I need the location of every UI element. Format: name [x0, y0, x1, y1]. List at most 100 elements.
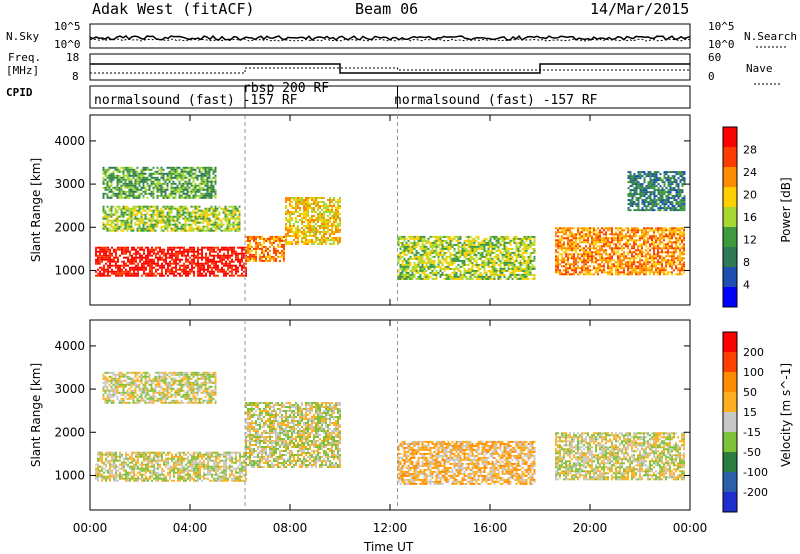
power-cell — [225, 262, 227, 265]
power-cell — [643, 255, 645, 258]
power-cell — [463, 275, 466, 278]
power-cell — [653, 271, 655, 274]
power-cell — [249, 253, 251, 256]
power-cell — [108, 184, 111, 187]
power-cell — [587, 237, 589, 240]
power-cell — [481, 241, 484, 244]
power-cell — [431, 277, 434, 280]
power-cell — [247, 255, 249, 258]
power-cell — [297, 235, 299, 237]
power-cell — [206, 190, 209, 193]
power-cell — [132, 168, 135, 171]
power-cell — [161, 248, 163, 251]
power-cell — [651, 257, 653, 260]
power-cell — [653, 231, 655, 234]
power-cell — [561, 227, 563, 230]
power-cell — [447, 243, 450, 246]
power-cell — [587, 259, 589, 262]
power-cell — [161, 258, 163, 261]
power-cell — [111, 254, 113, 257]
power-cell — [431, 255, 434, 258]
power-cell — [461, 251, 464, 254]
power-cell — [481, 243, 484, 246]
power-cell — [563, 247, 565, 250]
power-cell — [180, 176, 183, 179]
power-cell — [509, 253, 512, 256]
power-cell — [231, 260, 233, 263]
power-cell — [667, 249, 669, 252]
power-cell — [157, 262, 159, 265]
power-cell — [106, 213, 109, 216]
power-cell — [267, 237, 269, 240]
power-cell — [593, 227, 595, 230]
power-cell — [449, 243, 452, 246]
power-cell — [627, 235, 629, 238]
power-cell — [305, 237, 307, 239]
power-cell — [152, 227, 155, 230]
power-cell — [523, 267, 526, 270]
power-cell — [483, 245, 486, 248]
power-cell — [615, 233, 617, 236]
power-cell — [429, 243, 432, 246]
power-cell — [315, 219, 317, 221]
power-cell — [449, 261, 452, 264]
power-cell — [101, 260, 103, 263]
power-cell — [125, 272, 127, 275]
power-cell — [407, 243, 410, 246]
power-cell — [485, 255, 488, 258]
power-cell — [138, 219, 141, 222]
power-cell — [158, 178, 161, 181]
power-cell — [493, 255, 496, 258]
power-cell — [459, 245, 462, 248]
power-cell — [573, 267, 575, 270]
power-cell — [595, 249, 597, 252]
power-cell — [287, 213, 289, 215]
power-cell — [605, 251, 607, 254]
power-cell — [611, 229, 613, 232]
power-cell — [259, 259, 261, 262]
power-cell — [230, 227, 233, 230]
power-cell — [637, 231, 639, 234]
power-cell — [152, 176, 155, 179]
power-cell — [106, 192, 109, 195]
power-cell — [589, 227, 591, 230]
power-cell — [217, 274, 219, 277]
power-cell — [471, 263, 474, 266]
power-cell — [163, 252, 165, 255]
power-cell — [403, 237, 406, 240]
power-cell — [226, 207, 229, 210]
power-cell — [103, 264, 105, 267]
power-cell — [619, 231, 621, 234]
power-cell — [121, 260, 123, 263]
power-cell — [493, 263, 496, 266]
power-cell — [507, 255, 510, 258]
power-cell — [665, 261, 667, 264]
power-cell — [303, 207, 305, 209]
power-cell — [471, 261, 474, 264]
power-cell — [667, 235, 669, 238]
power-cell — [435, 271, 438, 274]
power-cell — [503, 237, 506, 240]
power-cell — [565, 273, 567, 276]
power-cell — [168, 217, 171, 220]
power-cell — [160, 207, 163, 210]
nsky-panel-frame — [89, 23, 691, 49]
power-cell — [407, 251, 410, 254]
power-cell — [119, 254, 121, 257]
power-cell — [215, 268, 217, 271]
power-cell — [629, 271, 631, 274]
power-cell — [106, 227, 109, 230]
freq-panel-frame — [89, 53, 691, 81]
power-cell — [144, 209, 147, 212]
power-cell — [275, 235, 277, 238]
power-cell — [433, 241, 436, 244]
power-cell — [593, 233, 595, 236]
power-cell — [433, 271, 436, 274]
power-cell — [483, 275, 486, 278]
power-cell — [211, 262, 213, 265]
power-cell — [467, 259, 470, 262]
power-cell — [469, 273, 472, 276]
power-cell — [489, 277, 492, 280]
power-cell — [321, 213, 323, 215]
power-cell — [325, 225, 327, 227]
